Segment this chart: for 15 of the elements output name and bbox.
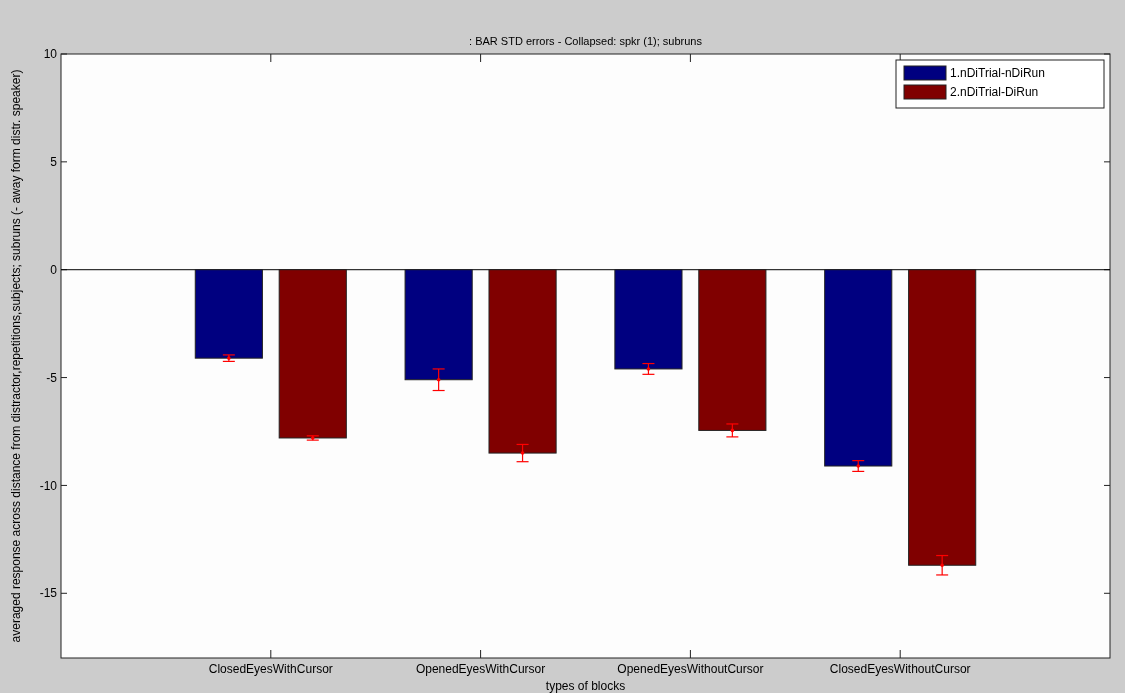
x-axis-title: types of blocks bbox=[545, 679, 626, 693]
legend-label: 2.nDiTrial-DiRun bbox=[950, 85, 1039, 100]
legend-label: 1.nDiTrial-nDiRun bbox=[950, 66, 1045, 81]
y-tick-label: 10 bbox=[43, 47, 58, 62]
y-tick-label: 0 bbox=[50, 262, 58, 277]
x-tick-label: OpenedEyesWithCursor bbox=[415, 662, 546, 676]
x-tick-label: ClosedEyesWithCursor bbox=[208, 662, 333, 676]
x-tick-label: ClosedEyesWithoutCursor bbox=[829, 662, 971, 676]
x-tick-label: OpenedEyesWithoutCursor bbox=[617, 662, 764, 676]
chart-title: : BAR STD errors - Collapsed: spkr (1); subruns bbox=[469, 35, 703, 47]
y-tick-label: 5 bbox=[50, 155, 58, 170]
y-tick-label: -15 bbox=[39, 586, 58, 601]
y-axis-title: averaged response across distance from distractor,repetitions,subjects; subruns (- away form distr. speaker) bbox=[9, 69, 23, 643]
y-tick-label: -5 bbox=[46, 370, 58, 385]
y-tick-label: -10 bbox=[39, 478, 58, 493]
